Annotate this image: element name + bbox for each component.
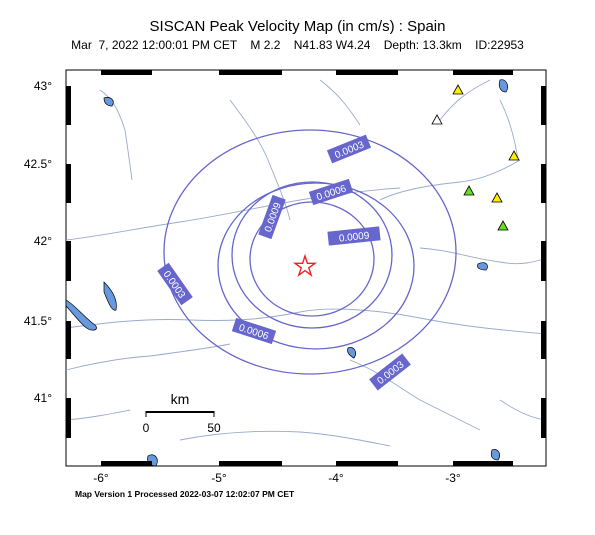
lat-label: 42.5° <box>24 157 52 171</box>
longitude-labels: -6° -5° -4° -3° <box>93 471 461 485</box>
star-icon <box>292 253 318 277</box>
scale-unit: km <box>171 391 190 407</box>
stations <box>431 84 520 231</box>
contour-0.0006 <box>217 182 415 350</box>
map-frame <box>65 69 547 467</box>
lat-label: 41° <box>34 391 52 405</box>
station-triangle-icon <box>431 114 443 125</box>
lat-label: 42° <box>34 234 52 248</box>
contour-0.0003 <box>163 129 457 375</box>
lat-label: 43° <box>34 79 52 93</box>
contour-0.0009-inner <box>249 201 375 317</box>
scale-end: 50 <box>207 421 221 435</box>
frame-ticks <box>66 70 546 466</box>
contour-label: 0.0009 <box>338 230 370 244</box>
map-version-footer: Map Version 1 Processed 2022-03-07 12:02… <box>75 489 295 499</box>
station-triangle-icon <box>497 220 509 231</box>
station-triangle-icon <box>463 185 475 196</box>
map-title: SISCAN Peak Velocity Map (in cm/s) : Spa… <box>149 18 446 35</box>
lon-label: -5° <box>211 471 227 485</box>
scale-bar: km 0 50 <box>143 391 221 435</box>
station-triangle-icon <box>452 84 464 95</box>
station-triangle-icon <box>508 150 520 161</box>
event-info: Mar 7, 2022 12:00:01 PM CET M 2.2 N41.83… <box>71 38 524 52</box>
scale-start: 0 <box>143 421 150 435</box>
lat-label: 41.5° <box>24 314 52 328</box>
station-triangle-icon <box>491 192 503 203</box>
velocity-contours <box>163 129 457 375</box>
latitude-labels: 43° 42.5° 42° 41.5° 41° <box>24 79 52 405</box>
lon-label: -6° <box>93 471 109 485</box>
contour-0.0009 <box>231 181 393 329</box>
lon-label: -3° <box>445 471 461 485</box>
reservoirs <box>65 79 508 467</box>
lon-label: -4° <box>328 471 344 485</box>
